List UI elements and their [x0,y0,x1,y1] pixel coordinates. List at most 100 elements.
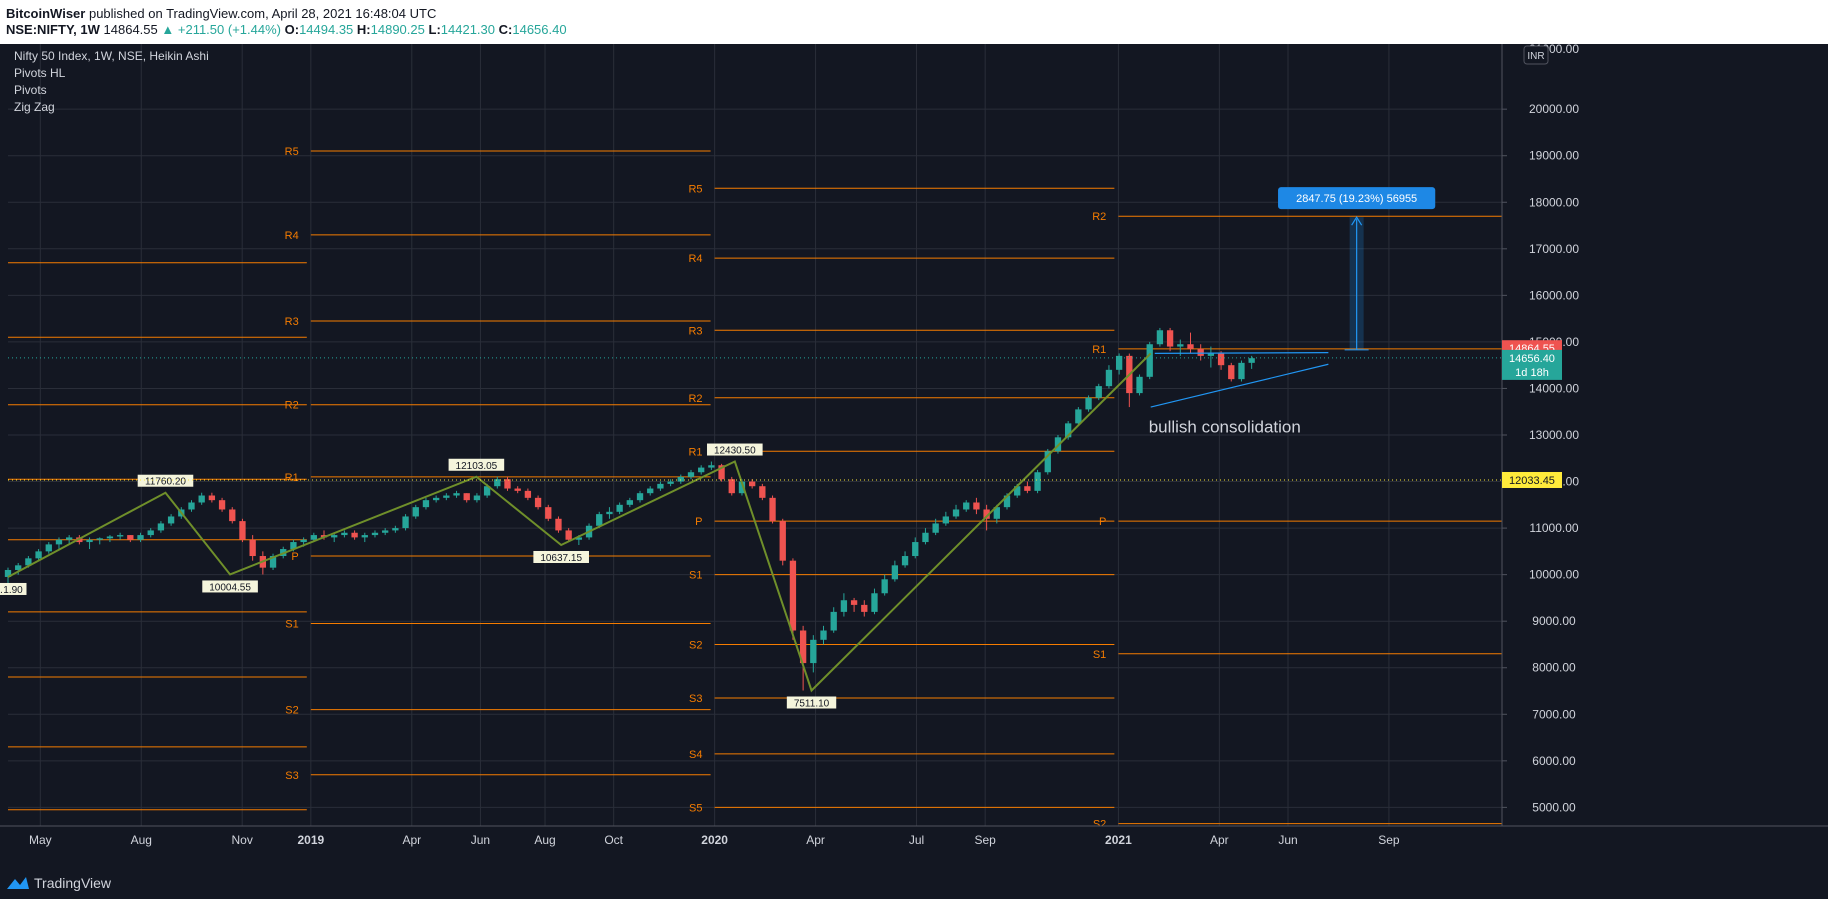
indicator-pivots[interactable]: Pivots [14,83,47,97]
tradingview-brand[interactable]: TradingView [34,875,112,891]
candle-60[interactable] [616,504,623,512]
candle-108[interactable] [1105,369,1113,387]
candle-29[interactable] [300,539,307,543]
candle-100[interactable] [1024,486,1031,491]
candle-28[interactable] [290,542,297,550]
candle-87[interactable] [891,565,899,580]
candle-72[interactable] [738,481,746,494]
candle-34[interactable] [351,532,358,538]
candle-44[interactable] [453,493,460,496]
candle-37[interactable] [382,530,389,533]
candle-14[interactable] [147,530,154,536]
candle-30[interactable] [310,535,317,540]
triangle-upper-line[interactable] [1154,352,1329,355]
author-name[interactable]: BitcoinWiser [6,6,86,21]
candle-115[interactable] [1177,344,1184,347]
candle-76[interactable] [779,521,786,561]
candle-88[interactable] [901,556,909,566]
candle-94[interactable] [963,502,970,510]
candle-43[interactable] [443,495,450,498]
candle-33[interactable] [341,532,348,536]
candle-78[interactable] [799,630,807,664]
candle-116[interactable] [1187,344,1194,349]
indicator-zig-zag[interactable]: Zig Zag [14,100,55,114]
chart-canvas[interactable]: R5 R4 R3 R2 R1 P S1 S2 S3 R5 R4 R3 R2 R1 P S1 S2 S3 S4 S5 R2… [0,44,1828,867]
candle-0[interactable] [4,569,12,577]
candle-105[interactable] [1075,409,1082,424]
candle-91[interactable] [932,523,939,533]
candle-95[interactable] [973,502,980,510]
candle-69[interactable] [708,465,715,468]
drawings-layer[interactable]: bullish consolidation 2847.75 (19.23%) 56… [8,187,1502,481]
candle-68[interactable] [698,467,705,473]
candle-50[interactable] [514,488,521,491]
candle-64[interactable] [657,483,664,489]
candle-18[interactable] [188,502,195,510]
candle-81[interactable] [830,611,837,631]
candle-26[interactable] [269,556,277,568]
candle-6[interactable] [66,537,73,540]
candle-82[interactable] [840,600,848,612]
candle-107[interactable] [1095,386,1102,398]
candle-46[interactable] [473,495,481,501]
candle-66[interactable] [677,476,684,482]
candle-73[interactable] [748,481,756,487]
candle-93[interactable] [952,509,960,517]
candle-55[interactable] [565,530,572,540]
candle-119[interactable] [1217,353,1225,366]
candle-67[interactable] [687,472,695,477]
candle-65[interactable] [667,481,674,484]
candle-92[interactable] [942,516,949,524]
candle-71[interactable] [728,479,735,494]
candle-11[interactable] [116,535,124,537]
candle-79[interactable] [810,639,817,664]
candle-51[interactable] [524,490,532,498]
candle-35[interactable] [361,535,368,538]
candle-83[interactable] [850,600,858,605]
candle-86[interactable] [881,579,888,594]
candle-112[interactable] [1146,344,1153,377]
candle-38[interactable] [392,528,399,531]
candle-52[interactable] [534,497,542,508]
candle-41[interactable] [422,500,430,508]
candle-89[interactable] [912,542,919,557]
candle-21[interactable] [218,500,226,510]
candle-85[interactable] [871,593,878,612]
candle-104[interactable] [1065,423,1072,438]
candle-58[interactable] [596,514,603,526]
candle-40[interactable] [412,507,419,517]
candle-74[interactable] [759,486,766,498]
candle-111[interactable] [1136,376,1143,394]
candle-23[interactable] [239,521,246,540]
candle-22[interactable] [229,509,236,522]
candle-20[interactable] [208,495,216,501]
candle-36[interactable] [371,532,379,536]
candle-4[interactable] [45,544,52,552]
candle-122[interactable] [1248,358,1255,363]
candle-118[interactable] [1207,353,1215,356]
candle-121[interactable] [1238,362,1245,380]
candle-24[interactable] [249,539,256,557]
candle-63[interactable] [647,488,654,494]
candle-114[interactable] [1166,330,1174,347]
candle-16[interactable] [167,516,175,524]
candle-59[interactable] [606,511,613,515]
candle-9[interactable] [96,538,103,540]
candle-8[interactable] [86,539,93,543]
indicator-pivots-hl[interactable]: Pivots HL [14,66,66,80]
candle-90[interactable] [922,532,929,543]
candle-61[interactable] [626,500,633,505]
candle-10[interactable] [106,536,114,539]
candle-56[interactable] [575,537,583,540]
candle-106[interactable] [1085,397,1092,410]
candle-49[interactable] [504,479,511,489]
candle-32[interactable] [331,535,338,538]
candle-99[interactable] [1014,486,1021,496]
candle-19[interactable] [198,495,205,503]
candles-layer[interactable] [4,327,1255,691]
candle-15[interactable] [157,523,165,531]
candle-70[interactable] [718,465,725,480]
candle-77[interactable] [789,560,797,631]
candle-39[interactable] [402,516,409,529]
candle-97[interactable] [993,507,1000,519]
